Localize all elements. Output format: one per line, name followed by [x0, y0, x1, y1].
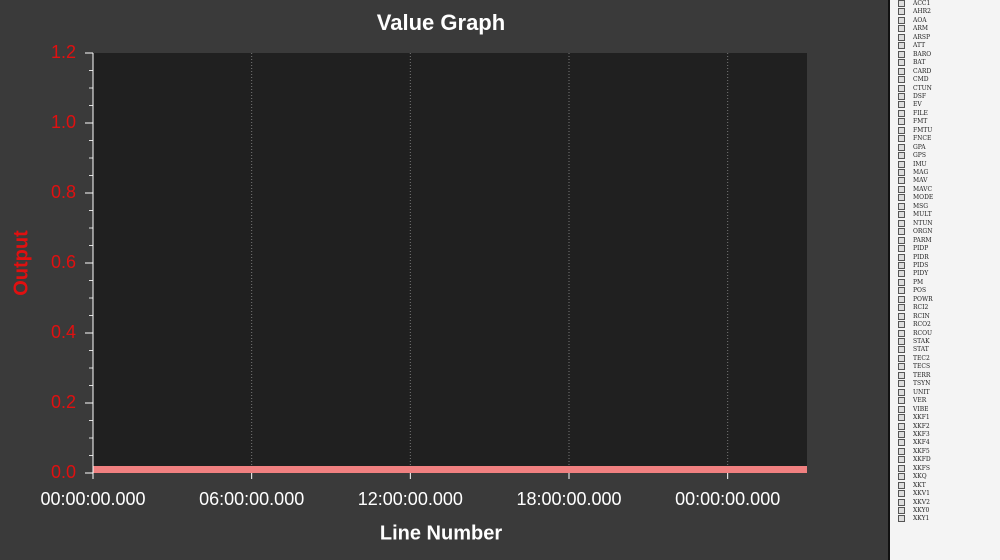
sidebar-item[interactable]: CARD	[898, 68, 931, 76]
sidebar-item[interactable]: CTUN	[898, 85, 932, 93]
sidebar-item[interactable]: XKF4	[898, 439, 930, 447]
x-tick-label: 06:00:00.000	[199, 489, 304, 509]
sidebar-item[interactable]: RCO2	[898, 321, 931, 329]
y-tick-label: 0.2	[51, 392, 76, 412]
sidebar-item[interactable]: BARO	[898, 51, 931, 59]
sidebar-item[interactable]: FMTU	[898, 127, 932, 135]
sidebar-item[interactable]: XKV2	[898, 499, 930, 507]
sidebar-item[interactable]: NTUN	[898, 220, 933, 228]
sidebar-item[interactable]: XKF5	[898, 448, 930, 456]
sidebar-item[interactable]: FMT	[898, 118, 927, 126]
sidebar-item[interactable]: PM	[898, 279, 923, 287]
sidebar-item[interactable]: XKFS	[898, 465, 930, 473]
sidebar-item[interactable]: XKQ	[898, 473, 927, 481]
sidebar-item[interactable]: FILE	[898, 110, 928, 118]
sidebar-item[interactable]: DSF	[898, 93, 926, 101]
sidebar-item[interactable]: MAV	[898, 177, 928, 185]
y-tick-label: 1.2	[51, 42, 76, 62]
sidebar-item[interactable]: XKF3	[898, 431, 930, 439]
sidebar-item[interactable]: AHR2	[898, 8, 931, 16]
sidebar-item[interactable]: POWR	[898, 296, 933, 304]
sidebar-item[interactable]: PIDY	[898, 270, 928, 278]
sidebar-item[interactable]: XKF1	[898, 414, 930, 422]
sidebar-item[interactable]: ATT	[898, 42, 925, 50]
x-tick-label: 12:00:00.000	[358, 489, 463, 509]
y-tick-label: 0.4	[51, 322, 76, 342]
sidebar-item[interactable]: MODE	[898, 194, 933, 202]
sidebar-item[interactable]: XKV1	[898, 490, 930, 498]
sidebar-item[interactable]: RCOU	[898, 330, 932, 338]
x-tick-label: 00:00:00.000	[40, 489, 145, 509]
sidebar-item[interactable]: XKF2	[898, 423, 930, 431]
sidebar-item[interactable]: TSYN	[898, 380, 930, 388]
plot-area	[93, 53, 807, 473]
sidebar-item[interactable]: ORGN	[898, 228, 932, 236]
sidebar-item[interactable]: GPS	[898, 152, 926, 160]
sidebar-item[interactable]: STAK	[898, 338, 930, 346]
sidebar-item[interactable]: RCI2	[898, 304, 928, 312]
sidebar-item[interactable]: PIDS	[898, 262, 928, 270]
sidebar-item[interactable]: POS	[898, 287, 926, 295]
chart: Value Graph Line Number Output 0.0 0.2 0.4…	[10, 10, 807, 544]
sidebar-item[interactable]: MSG	[898, 203, 928, 211]
sidebar-item[interactable]: ACC1	[898, 0, 930, 8]
y-tick-label: 0.6	[51, 252, 76, 272]
sidebar-item[interactable]: PIDR	[898, 254, 929, 262]
sidebar-item[interactable]: TECS	[898, 363, 930, 371]
sidebar-item[interactable]: ARSP	[898, 34, 930, 42]
sidebar-item[interactable]: ARM	[898, 25, 928, 33]
sidebar-item[interactable]: XKFD	[898, 456, 931, 464]
sidebar-item[interactable]: STAT	[898, 346, 929, 354]
sidebar-item[interactable]: EV	[898, 101, 922, 109]
sidebar-item[interactable]: BAT	[898, 59, 925, 67]
sidebar-item[interactable]: CMD	[898, 76, 929, 84]
y-axis-label: Output	[10, 230, 32, 296]
y-tick-label: 1.0	[51, 112, 76, 132]
sidebar-item[interactable]: VER	[898, 397, 926, 405]
sidebar-item[interactable]: UNIT	[898, 389, 930, 397]
sidebar-item[interactable]: MAVC	[898, 186, 932, 194]
sidebar-item[interactable]: XKY0	[898, 507, 929, 515]
y-tick-label: 0.0	[51, 462, 76, 482]
sidebar-item[interactable]: VIBE	[898, 406, 929, 414]
sidebar-item[interactable]: MAG	[898, 169, 928, 177]
sidebar-item[interactable]: AOA	[898, 17, 927, 25]
sidebar-item[interactable]: XKY1	[898, 515, 929, 523]
x-tick-label: 00:00:00.000	[675, 489, 780, 509]
sidebar-item[interactable]: FNCE	[898, 135, 931, 143]
sidebar-item[interactable]: GPA	[898, 144, 926, 152]
area	[93, 466, 807, 473]
sidebar: ACC1 AHR2 AOA ARM ARSP ATT BARO BAT CARD CMD CTUN D…	[888, 0, 1000, 560]
sidebar-item[interactable]: RCIN	[898, 313, 930, 321]
chart-title: Value Graph	[377, 10, 505, 35]
sidebar-item[interactable]: PIDP	[898, 245, 928, 253]
sidebar-item[interactable]: TEC2	[898, 355, 930, 363]
y-tick-label: 0.8	[51, 182, 76, 202]
sidebar-item[interactable]: XKT	[898, 482, 926, 490]
x-tick-label: 18:00:00.000	[516, 489, 621, 509]
sidebar-item[interactable]: PARM	[898, 237, 931, 245]
x-axis-label: Line Number	[380, 522, 502, 544]
sidebar-item[interactable]: MULT	[898, 211, 932, 219]
sidebar-item[interactable]: TERR	[898, 372, 930, 380]
sidebar-item[interactable]: IMU	[898, 161, 927, 169]
